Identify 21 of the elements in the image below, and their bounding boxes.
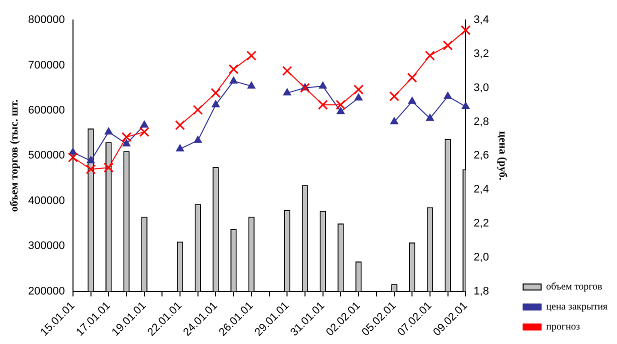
legend-label: объем торгов xyxy=(546,282,603,293)
y2-tick-label: 3,0 xyxy=(474,82,489,94)
y-tick-label: 300000 xyxy=(28,240,65,252)
y2-axis-title: цена (руб. xyxy=(496,131,509,180)
legend-label: цена закрытия xyxy=(546,302,608,313)
y-tick-label: 800000 xyxy=(28,14,65,26)
y2-tick-label: 3,2 xyxy=(474,48,489,60)
y-axis-title: объем торгов (тыс. шт. xyxy=(8,99,20,212)
y2-tick-label: 2,2 xyxy=(474,218,489,230)
y-tick-label: 600000 xyxy=(28,104,65,116)
y2-tick-label: 1,8 xyxy=(474,285,489,298)
y-tick-label: 400000 xyxy=(28,194,65,207)
y-tick-label: 500000 xyxy=(28,150,65,162)
legend-label: прогноз xyxy=(546,322,580,333)
y2-tick-label: 2,4 xyxy=(474,184,489,196)
y2-tick-label: 2,0 xyxy=(474,251,489,264)
y2-tick-label: 3,4 xyxy=(474,14,489,26)
y-tick-label: 200000 xyxy=(28,285,65,298)
y2-tick-label: 2,8 xyxy=(474,116,489,128)
y2-tick-label: 2,6 xyxy=(474,150,489,162)
y-tick-label: 700000 xyxy=(28,59,65,72)
